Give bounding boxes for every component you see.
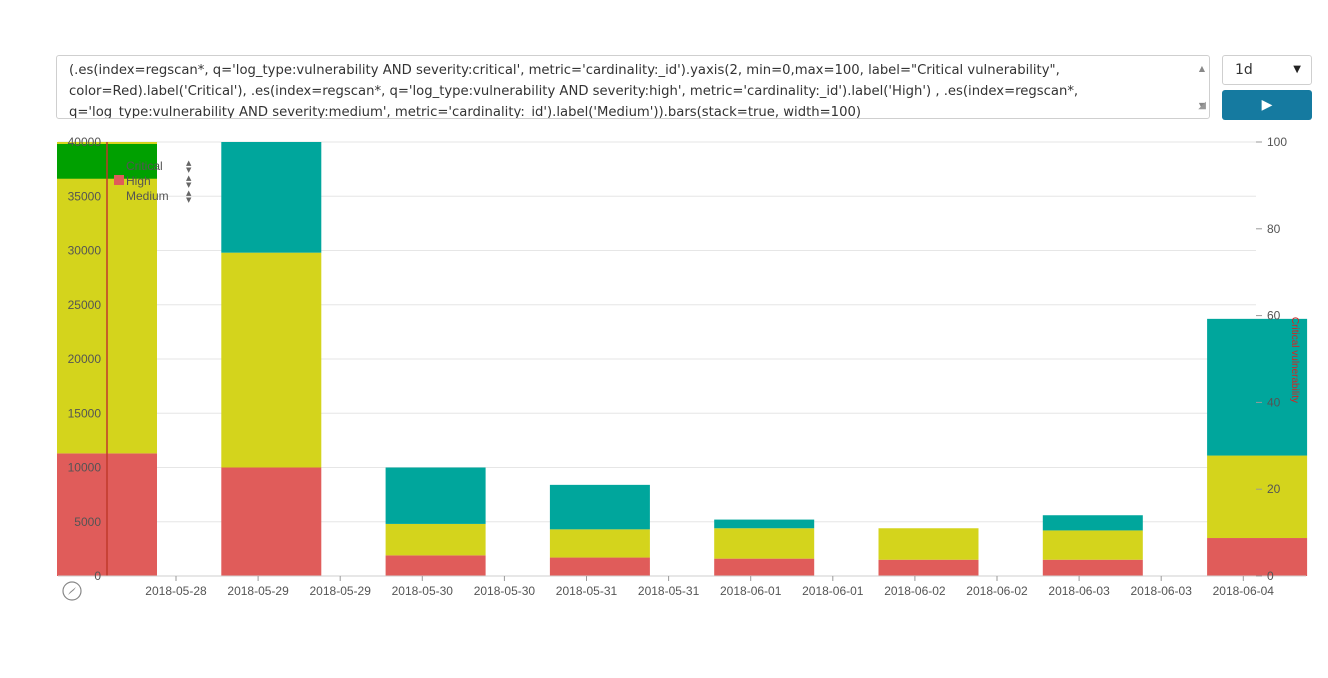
legend-label-critical: Critical [126,159,163,173]
bar-high [878,559,979,576]
legend: Critical ▲▼High ▲▼Medium ▲▼ [114,159,192,204]
legend-swatch-high [114,175,124,185]
y-left-tick-label: 40000 [68,135,102,149]
x-tick-label: 2018-05-31 [638,584,700,598]
bar-medium [385,523,486,556]
y-left-tick-label: 5000 [74,515,101,529]
x-tick-label: 2018-06-02 [884,584,946,598]
x-tick-label: 2018-05-29 [310,584,372,598]
x-tick-label: 2018-05-30 [474,584,536,598]
bar-medium [878,528,979,560]
y-right-tick-label: 100 [1267,135,1287,149]
scroll-down-icon[interactable]: ▼ [1198,101,1206,110]
legend-up-icon: ▲ [186,189,192,197]
bar-medium [549,529,650,558]
bar-other [385,467,486,524]
x-tick-label: 2018-06-02 [966,584,1028,598]
legend-down-icon: ▼ [186,166,192,174]
axes: 0 5000 10000 15000 20000 25000 30000 35000 40000… [58,135,1306,601]
legend-down-icon: ▼ [186,181,192,189]
bar-medium [221,252,322,468]
bar-high [714,558,815,576]
y-right-tick-label: 60 [1267,309,1281,323]
interval-value: 1d [1235,62,1253,78]
legend-swatch-critical [114,160,124,170]
bar-other [714,519,815,529]
expression-input[interactable]: (.es(index=regscan*, q='log_type:vulnera… [56,55,1210,119]
x-tick-label: 2018-06-04 [1213,584,1275,598]
compass-needle [68,587,76,595]
x-tick-label: 2018-06-03 [1131,584,1193,598]
bar-medium [1207,455,1308,539]
play-icon: ▶ [1261,97,1273,113]
bar-high [1042,559,1143,576]
legend-up-icon: ▲ [186,159,192,167]
bar-other [1042,515,1143,531]
x-tick-label: 2018-06-01 [802,584,864,598]
bar-high [549,557,650,576]
y-left-tick-label: 10000 [68,461,102,475]
legend-label-medium: Medium [126,189,169,203]
bar-high [1207,538,1308,576]
y-right-tick-label: 40 [1267,395,1281,409]
x-tick-label: 2018-05-29 [227,584,289,598]
y-left-tick-label: 20000 [68,352,102,366]
bar-high [221,467,322,576]
expression-scrollbar[interactable]: ▲ ▼ [1197,58,1207,116]
x-tick-label: 2018-05-30 [392,584,454,598]
scroll-up-icon[interactable]: ▲ [1198,64,1206,73]
y-left-tick-label: 15000 [68,406,102,420]
bars [57,142,1308,576]
y-right-axis-label: Critical vulnerability [1289,317,1300,403]
y-right-tick-label: 80 [1267,222,1281,236]
legend-label-high: High [126,174,151,188]
bar-other [1207,318,1308,456]
bar-other [221,142,322,253]
x-tick-label: 2018-05-28 [145,584,207,598]
y-left-tick-label: 25000 [68,298,102,312]
run-button[interactable]: ▶ [1222,90,1312,120]
y-left-tick-label: 35000 [68,189,102,203]
y-left-tick-label: 0 [94,569,101,583]
chevron-down-icon: ▼ [1293,64,1301,75]
x-tick-label: 2018-05-31 [556,584,618,598]
bar-medium [714,528,815,559]
x-tick-label: 2018-06-03 [1048,584,1110,598]
interval-select[interactable]: 1d ▼ [1222,55,1312,85]
y-right-tick-label: 20 [1267,482,1281,496]
legend-up-icon: ▲ [186,174,192,182]
resize-grip-icon[interactable]: ◢ [1198,100,1206,111]
x-tick-label: 2018-06-01 [720,584,782,598]
y-right-tick-label: 0 [1267,569,1274,583]
legend-down-icon: ▼ [186,196,192,204]
y-left-tick-label: 30000 [68,244,102,258]
bar-high [385,555,486,576]
expression-text: (.es(index=regscan*, q='log_type:vulnera… [69,63,1083,119]
bar-other [549,484,650,530]
bar-medium [1042,530,1143,560]
